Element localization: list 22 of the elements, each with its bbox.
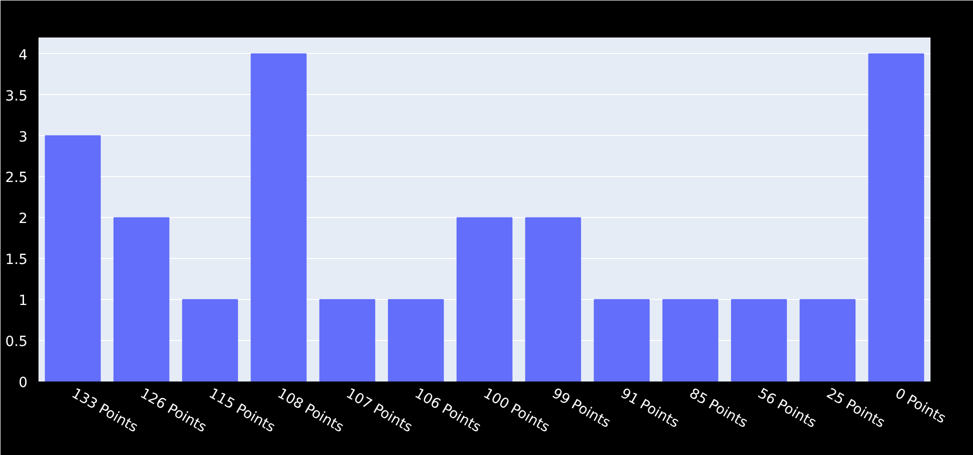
y-tick-label: 1 — [18, 293, 28, 310]
bar — [44, 135, 101, 382]
bar — [250, 53, 307, 382]
bar — [594, 299, 650, 382]
bar — [319, 299, 376, 382]
y-tick-label: 2 — [18, 211, 28, 228]
bar — [868, 53, 924, 382]
bar — [731, 299, 787, 382]
y-tick-label: 0.5 — [5, 334, 28, 350]
bar — [525, 217, 582, 382]
bar — [456, 217, 512, 382]
bar — [662, 299, 718, 382]
bar — [800, 299, 856, 382]
bar — [113, 217, 170, 382]
y-tick-label: 3.5 — [5, 88, 28, 104]
bar — [182, 299, 238, 382]
y-tick-label: 0 — [18, 375, 28, 391]
bar — [388, 299, 444, 382]
y-tick-label: 3 — [18, 129, 28, 146]
y-tick-label: 4 — [18, 47, 28, 64]
y-tick-label: 2.5 — [5, 170, 28, 186]
y-tick-label: 1.5 — [5, 252, 28, 268]
